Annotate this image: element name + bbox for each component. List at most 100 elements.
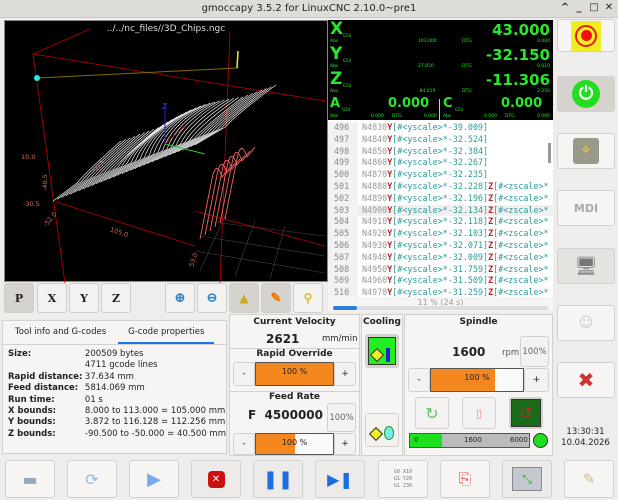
- gcode-line[interactable]: 502 N4890Y[#<yscale>*-32.196]Z[#<zscale>*: [328, 192, 553, 205]
- clear-plot-button[interactable]: ⚲: [293, 283, 323, 313]
- gcode-line[interactable]: 496 N4830Y[#<yscale>*-39.009]: [328, 122, 553, 134]
- gcode-line[interactable]: 508 N4950Y[#<yscale>*-31.759]Z[#<zscale>*: [328, 263, 553, 276]
- view-y-button[interactable]: Y: [69, 283, 99, 313]
- fullscreen-button[interactable]: ⤡: [502, 460, 552, 498]
- abs-value: 0.000: [371, 114, 384, 119]
- line-number: 507: [328, 251, 358, 264]
- tools-icon: ✖: [577, 368, 595, 392]
- gcode-scrollbar[interactable]: [548, 143, 551, 163]
- flood-button[interactable]: [365, 334, 399, 368]
- zoom-out-button[interactable]: ⊖: [197, 283, 227, 313]
- gcode-line[interactable]: 509 N4960Y[#<yscale>*-31.509]Z[#<zscale>*: [328, 275, 553, 288]
- feed-minus-button[interactable]: -: [233, 433, 255, 455]
- estop-button[interactable]: [557, 19, 615, 52]
- abs-value: 0.000: [484, 114, 497, 119]
- estop-icon: [571, 20, 601, 51]
- property-value: 37.634 mm: [84, 371, 134, 382]
- spindle-stop-button[interactable]: ▯: [462, 397, 496, 429]
- clock-date: 10.04.2026: [561, 438, 610, 448]
- feed-plus-button[interactable]: +: [334, 433, 356, 455]
- gcode-line[interactable]: 497 N4840Y[#<yscale>*-32.524]: [328, 133, 553, 146]
- shade-button[interactable]: ^: [560, 2, 570, 13]
- property-row: 4711 gcode lines: [8, 360, 226, 371]
- property-row: Y bounds: 3.872 to 116.128 = 112.256 mm: [8, 417, 226, 428]
- view-z-button[interactable]: Z: [101, 283, 131, 313]
- close-button[interactable]: ✕: [604, 2, 614, 13]
- axis-value[interactable]: 43.000: [492, 21, 550, 39]
- tab-gcode-properties[interactable]: G-code properties: [118, 321, 215, 344]
- zoom-in-button[interactable]: ⊕: [165, 283, 195, 313]
- view-x-button[interactable]: X: [37, 283, 67, 313]
- gcode-line[interactable]: 503 N4900Y[#<yscale>*-32.134]Z[#<zscale>*: [328, 204, 553, 217]
- axis-value[interactable]: 0.000: [388, 96, 430, 111]
- property-value: 3.872 to 116.128 = 112.256 mm: [84, 417, 226, 428]
- step-button[interactable]: ▶❚: [315, 460, 365, 498]
- view-p-button[interactable]: P: [4, 283, 34, 313]
- spindle-reverse-icon: ↺: [511, 399, 541, 427]
- power-icon: ⏻: [572, 80, 600, 108]
- property-value: 8.000 to 113.000 = 105.000 mm: [84, 406, 226, 417]
- gcode-line[interactable]: 510 N4970Y[#<yscale>*-31.259]Z[#<zscale>*: [328, 287, 553, 298]
- spindle-minus-button[interactable]: -: [408, 368, 430, 392]
- show-path-button[interactable]: ✎: [261, 283, 291, 313]
- y-value: -39.009: [447, 122, 484, 132]
- clear-view-button[interactable]: ▲: [229, 283, 259, 313]
- preview-filename: ../../nc_files//3D_Chips.ngc: [106, 24, 226, 34]
- edit-offsets-button[interactable]: ✎: [564, 460, 614, 498]
- gcode-line[interactable]: 499 N4860Y[#<yscale>*-32.267]: [328, 157, 553, 170]
- velocity-unit: mm/min: [322, 334, 358, 344]
- stop-button[interactable]: ✕: [191, 460, 241, 498]
- axis-value[interactable]: 0.000: [501, 96, 543, 111]
- at-speed-led: [533, 433, 548, 448]
- reload-icon: ⟳: [85, 469, 99, 489]
- run-button[interactable]: ▶: [129, 460, 179, 498]
- minimize-button[interactable]: _: [576, 2, 582, 13]
- reload-button[interactable]: ⟳: [67, 460, 117, 498]
- dim-label: -30.5: [23, 200, 40, 208]
- mist-button[interactable]: [365, 413, 399, 447]
- folder-icon: ▬: [22, 469, 38, 489]
- gcode-line[interactable]: 498 N4850Y[#<yscale>*-32.384]: [328, 145, 553, 158]
- spindle-override-slider[interactable]: 100 %: [430, 368, 524, 392]
- edit-exit-icon: ⎘: [458, 469, 472, 488]
- auto-mode-button[interactable]: 🖥: [557, 248, 615, 284]
- axis-value[interactable]: -32.150: [485, 46, 550, 64]
- dim-label: 53.0: [187, 252, 199, 268]
- line-number: 506: [328, 239, 358, 252]
- gcode-line[interactable]: 504 N4910Y[#<yscale>*-32.118]Z[#<zscale>*: [328, 216, 553, 229]
- play-icon: ▶: [147, 468, 161, 490]
- manual-mode-button[interactable]: ✥: [557, 133, 615, 169]
- tab-tool-info[interactable]: Tool info and G-codes: [15, 327, 107, 337]
- spindle-forward-button[interactable]: ↻: [415, 397, 449, 429]
- maximize-button[interactable]: □: [589, 2, 599, 13]
- rapid-override-slider[interactable]: 100 %: [255, 362, 334, 386]
- rapid-minus-button[interactable]: -: [233, 362, 255, 386]
- gcode-line[interactable]: 507 N4940Y[#<yscale>*-32.009]Z[#<zscale>*: [328, 251, 553, 264]
- edit-file-button[interactable]: ⎘: [440, 460, 490, 498]
- run-from-line-button[interactable]: G0 X10 G1 Y20 G1 Z30: [378, 460, 428, 498]
- spindle-reset-button[interactable]: 100%: [520, 336, 549, 367]
- rapid-plus-button[interactable]: +: [334, 362, 356, 386]
- mist-icon: [368, 417, 395, 443]
- user-tabs-button[interactable]: ✖: [557, 362, 615, 398]
- open-file-button[interactable]: ▬: [5, 460, 55, 498]
- gcode-line[interactable]: 500 N4870Y[#<yscale>*-32.235]: [328, 169, 553, 181]
- line-number: 508: [328, 263, 358, 276]
- feed-override-slider[interactable]: 100 %: [255, 433, 334, 455]
- mdi-mode-button[interactable]: MDI: [557, 190, 615, 226]
- property-row: Size: 200509 bytes: [8, 349, 226, 360]
- gcode-preview[interactable]: ../../nc_files//3D_Chips.ngc Z 10.0 -40.…: [4, 20, 328, 283]
- coord-system: G54: [455, 107, 464, 112]
- axis-value[interactable]: -11.306: [485, 71, 550, 89]
- gcode-line[interactable]: 501 N4880Y[#<yscale>*-32.228]Z[#<zscale>*: [328, 180, 553, 193]
- spindle-reverse-button[interactable]: ↺: [509, 397, 543, 429]
- gcode-line[interactable]: 505 N4920Y[#<yscale>*-32.103]Z[#<zscale>*: [328, 228, 553, 240]
- pause-button[interactable]: ❚❚: [253, 460, 303, 498]
- feed-reset-button[interactable]: 100%: [327, 403, 356, 432]
- gcode-view[interactable]: 496 N4830Y[#<yscale>*-39.009] 497 N4840Y[#<…: [328, 120, 553, 298]
- settings-button[interactable]: ☺: [557, 305, 615, 341]
- clock-time: 13:30:31: [566, 427, 605, 437]
- machine-power-button[interactable]: ⏻: [557, 76, 615, 112]
- spindle-plus-button[interactable]: +: [524, 368, 549, 392]
- gcode-line[interactable]: 506 N4930Y[#<yscale>*-32.071]Z[#<zscale>*: [328, 239, 553, 252]
